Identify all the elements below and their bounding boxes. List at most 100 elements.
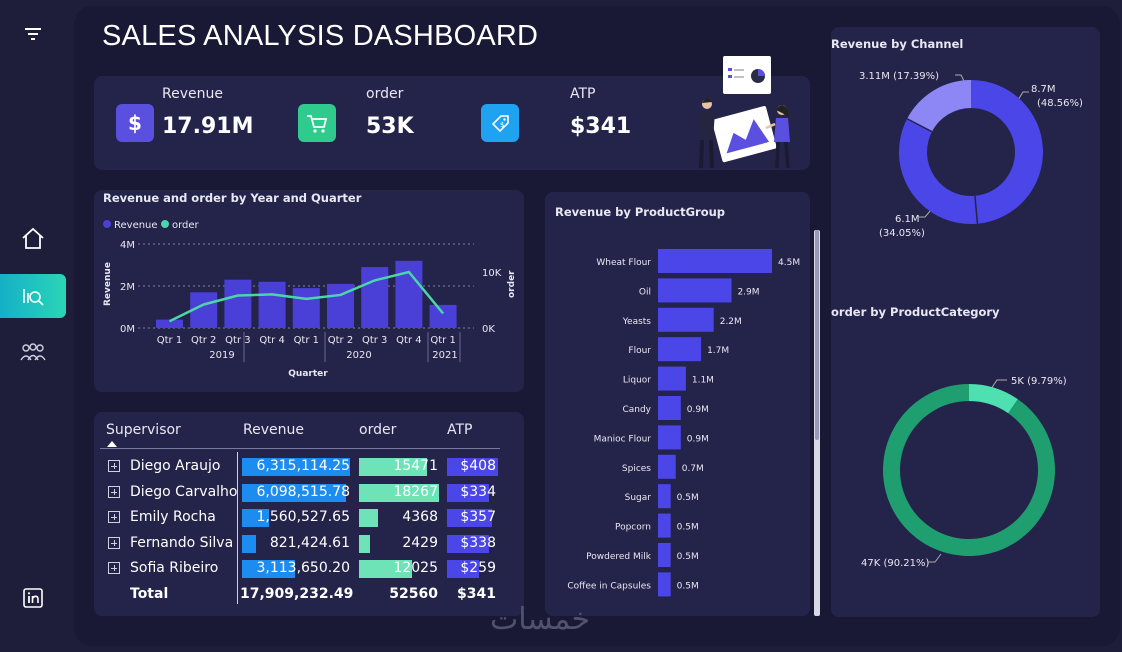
year-label-2020: 2020 (346, 350, 371, 361)
table-row[interactable]: Fernando Silva 821,424.61 2429 $338 (100, 531, 500, 556)
channel-label-a-percent: (48.56%) (1037, 98, 1083, 109)
order-databar (359, 560, 412, 579)
product-group-value: 2.9M (737, 287, 759, 297)
revenue-bar (361, 267, 389, 328)
total-order: 52560 (389, 586, 438, 602)
supervisor-name: Emily Rocha (130, 509, 216, 526)
header-atp[interactable]: ATP (447, 422, 473, 438)
product-group-value: 0.9M (687, 405, 709, 415)
analysis-icon (23, 289, 44, 306)
y-left-tick-top: 4M (120, 240, 135, 251)
supervisor-name: Diego Araujo (130, 458, 221, 474)
table-total-row: Total 17,909,232.49 52560 $341 (100, 582, 500, 607)
legend-order-label: order (172, 220, 200, 231)
y-left-axis-title: Revenue (103, 262, 113, 306)
product-group-value: 0.5M (677, 581, 699, 591)
category-label-big: 47K (90.21%) (861, 558, 929, 569)
product-group-chart: Wheat Flour 4.5M Oil 2.9M Yeasts 2.2M Flour 1.7… (567, 249, 800, 597)
product-group-bar (658, 543, 671, 567)
header-order[interactable]: order (359, 422, 397, 438)
supervisor-name: Fernando Silva (130, 534, 234, 551)
donut-slice (969, 384, 1018, 414)
atp-databar (447, 458, 498, 476)
table-row[interactable]: Sofia Ribeiro 3,113,650.20 12025 $259 (100, 556, 500, 581)
expand-icon[interactable] (108, 460, 120, 472)
quarter-tick-label: Qtr 2 (328, 335, 353, 346)
legend-revenue-label: Revenue (114, 220, 158, 231)
supervisor-order: 4368 (402, 509, 438, 526)
quarter-tick-label: Qtr 4 (259, 335, 284, 346)
team-icon (20, 343, 46, 361)
column-divider (237, 452, 238, 604)
scrollbar-thumb[interactable] (815, 230, 819, 440)
supervisor-atp: $334 (460, 483, 496, 500)
product-group-bar (658, 484, 671, 509)
product-group-bar (658, 307, 714, 332)
product-group-label: Wheat Flour (596, 258, 651, 268)
table-row[interactable]: Emily Rocha 1,560,527.65 4368 $357 (100, 505, 500, 530)
header-revenue[interactable]: Revenue (243, 422, 304, 438)
revenue-order-title: Revenue and order by Year and Quarter (103, 191, 362, 205)
header-divider (100, 448, 500, 449)
dollar-icon: $ (116, 104, 154, 142)
table-row[interactable]: Diego Araujo 6,315,114.25 15471 $408 (100, 454, 500, 479)
product-group-value: 0.9M (687, 434, 709, 444)
linkedin-button[interactable] (0, 576, 66, 620)
filter-button[interactable] (0, 12, 66, 56)
product-group-label: Popcorn (615, 523, 651, 533)
quarter-tick-label: Qtr 3 (362, 335, 387, 346)
header-supervisor[interactable]: Supervisor (106, 422, 181, 438)
product-group-bar (658, 337, 702, 362)
analysis-button[interactable] (0, 274, 66, 318)
category-title: order by ProductCategory (831, 305, 1000, 319)
filter-icon (25, 28, 41, 40)
channel-label-c: 3.11M (17.39%) (859, 71, 939, 82)
revenue-bar (224, 279, 252, 328)
team-button[interactable] (0, 330, 66, 374)
product-group-value: 0.5M (677, 523, 699, 533)
year-label-2021: 2021 (432, 350, 457, 361)
watermark: خمسات (490, 602, 591, 637)
quarter-tick-label: Qtr 2 (191, 335, 216, 346)
product-group-bar (658, 396, 681, 420)
product-group-value: 1.1M (692, 376, 714, 386)
sort-asc-icon[interactable] (106, 440, 118, 448)
product-group-value: 0.5M (677, 552, 699, 562)
donut-slice (907, 80, 971, 132)
quarter-tick-label: Qtr 1 (294, 335, 319, 346)
price-tag-icon: $ (481, 104, 519, 142)
product-group-label: Flour (628, 346, 651, 356)
donut-slice (883, 384, 1055, 556)
expand-icon[interactable] (108, 485, 120, 498)
supervisor-revenue: 1,560,527.65 (256, 509, 350, 526)
supervisor-atp: $259 (460, 560, 496, 577)
donut-slice (899, 118, 978, 224)
product-group-bar (658, 278, 732, 303)
expand-icon[interactable] (108, 536, 120, 549)
page-title: SALES ANALYSIS DASHBOARD (102, 20, 539, 52)
svg-text:$: $ (128, 112, 142, 134)
product-group-scrollbar[interactable] (814, 230, 820, 616)
quarter-tick-label: Qtr 3 (225, 335, 250, 346)
donut-slice (971, 80, 1043, 224)
product-group-label: Candy (622, 405, 651, 415)
product-group-label: Oil (639, 287, 651, 297)
expand-icon[interactable] (108, 562, 120, 575)
table-row[interactable]: Diego Carvalho 6,098,515.78 18267 $334 (100, 480, 500, 505)
expand-icon[interactable] (108, 511, 120, 524)
supervisor-name: Diego Carvalho (130, 483, 238, 500)
home-icon (22, 227, 44, 249)
product-group-label: Yeasts (622, 317, 652, 327)
product-group-value: 0.7M (682, 464, 704, 474)
atp-databar (447, 483, 489, 502)
supervisor-revenue: 3,113,650.20 (256, 560, 350, 577)
home-button[interactable] (0, 216, 66, 260)
y-right-axis-title: order (507, 270, 517, 298)
supervisor-order: 15471 (393, 458, 438, 474)
right-panel (831, 27, 1100, 617)
kpi-revenue-label: Revenue (162, 86, 223, 102)
channel-donut: 8.7M (48.56%) 6.1M (34.05%) 3.11M (17.39… (859, 71, 1083, 239)
product-group-label: Powdered Milk (586, 552, 652, 562)
supervisor-atp: $338 (460, 534, 496, 551)
channel-label-b-value: 6.1M (895, 214, 920, 225)
